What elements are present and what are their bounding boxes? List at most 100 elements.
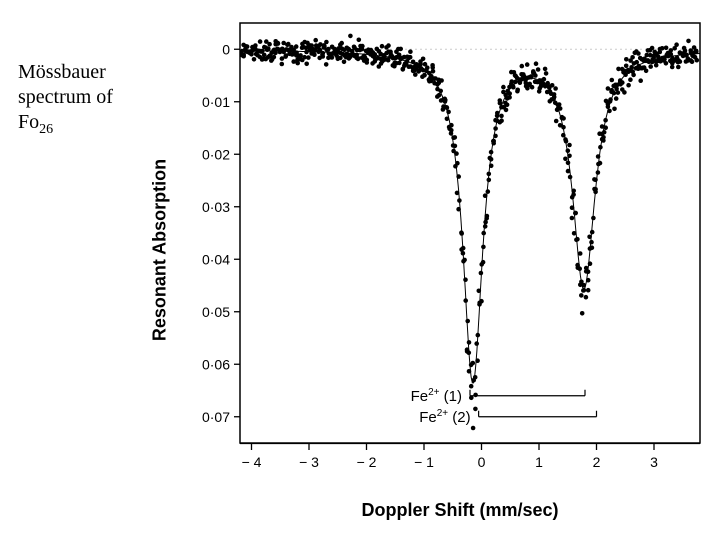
data-point [465, 319, 470, 324]
data-point [533, 73, 538, 78]
data-point [614, 96, 619, 101]
data-point [674, 42, 679, 47]
data-point [479, 299, 484, 304]
data-point [245, 44, 250, 49]
data-point [570, 216, 575, 221]
x-tick-label: 2 [593, 454, 601, 470]
data-point [612, 91, 617, 96]
data-point [357, 38, 362, 43]
data-point [457, 198, 462, 203]
data-point [544, 71, 549, 76]
data-point [550, 83, 555, 88]
data-point [568, 175, 573, 180]
data-point [386, 43, 391, 48]
data-point [413, 72, 418, 77]
data-point [439, 78, 444, 83]
data-point [477, 289, 482, 294]
data-point [306, 55, 311, 60]
caption-sample: Fo [18, 111, 39, 133]
data-point [484, 216, 489, 221]
data-point [581, 288, 586, 293]
x-tick-label: − 4 [242, 454, 262, 470]
data-point [602, 130, 607, 135]
data-point [612, 107, 617, 112]
data-point [511, 84, 516, 89]
data-point [648, 64, 653, 69]
data-point [557, 102, 562, 107]
data-point [408, 49, 413, 54]
y-tick-label: 0·04 [202, 251, 230, 267]
data-point [505, 103, 510, 108]
data-point [638, 78, 643, 83]
data-point [461, 251, 466, 256]
data-point [462, 258, 467, 263]
data-point [453, 135, 458, 140]
data-point [582, 283, 587, 288]
data-point [356, 57, 361, 62]
data-point [446, 110, 451, 115]
data-point [473, 375, 478, 380]
data-point [445, 117, 450, 122]
data-point [683, 48, 688, 53]
y-tick-label: 0 [222, 41, 230, 57]
data-point [590, 245, 595, 250]
caption-line1: Mössbauer [18, 61, 106, 83]
data-point [456, 207, 461, 212]
data-point [570, 205, 575, 210]
data-point [584, 295, 589, 300]
data-point [515, 89, 520, 94]
data-point [589, 240, 594, 245]
data-point [552, 95, 557, 100]
plot-frame [240, 23, 700, 443]
x-tick-label: 1 [535, 454, 543, 470]
x-tick-label: − 1 [414, 454, 434, 470]
data-point [624, 57, 629, 62]
data-point [588, 261, 593, 266]
data-point [483, 193, 488, 198]
data-point [453, 144, 458, 149]
x-tick-label: − 2 [357, 454, 377, 470]
data-point [267, 42, 272, 47]
data-point [591, 216, 596, 221]
data-point [491, 139, 496, 144]
data-point [534, 61, 539, 66]
data-point [530, 85, 535, 90]
data-point [660, 46, 665, 51]
data-point [580, 311, 585, 316]
data-point [483, 224, 488, 229]
data-point [481, 260, 486, 265]
data-point [463, 298, 468, 303]
data-point [273, 51, 278, 56]
data-point [487, 178, 492, 183]
data-point [572, 231, 577, 236]
data-point [586, 269, 591, 274]
data-point [587, 235, 592, 240]
data-point [624, 64, 629, 69]
data-point [475, 358, 480, 363]
data-point [312, 52, 317, 57]
data-point [567, 143, 572, 148]
data-point [276, 41, 281, 46]
data-point [266, 46, 271, 51]
data-point [487, 172, 492, 177]
data-point [348, 34, 353, 39]
data-point [449, 123, 454, 128]
data-point [459, 231, 464, 236]
data-point [481, 231, 486, 236]
data-point [398, 47, 403, 52]
data-point [577, 266, 582, 271]
data-point [499, 114, 504, 119]
data-point [330, 55, 335, 60]
data-point [686, 39, 691, 44]
data-point [324, 40, 329, 45]
data-point [473, 393, 478, 398]
data-point [676, 65, 681, 70]
data-point [463, 277, 468, 282]
data-point [504, 108, 509, 113]
data-point [241, 54, 246, 59]
data-point [469, 384, 474, 389]
data-point [628, 77, 633, 82]
data-point [421, 57, 426, 62]
data-point [603, 125, 608, 130]
data-point [561, 133, 566, 138]
